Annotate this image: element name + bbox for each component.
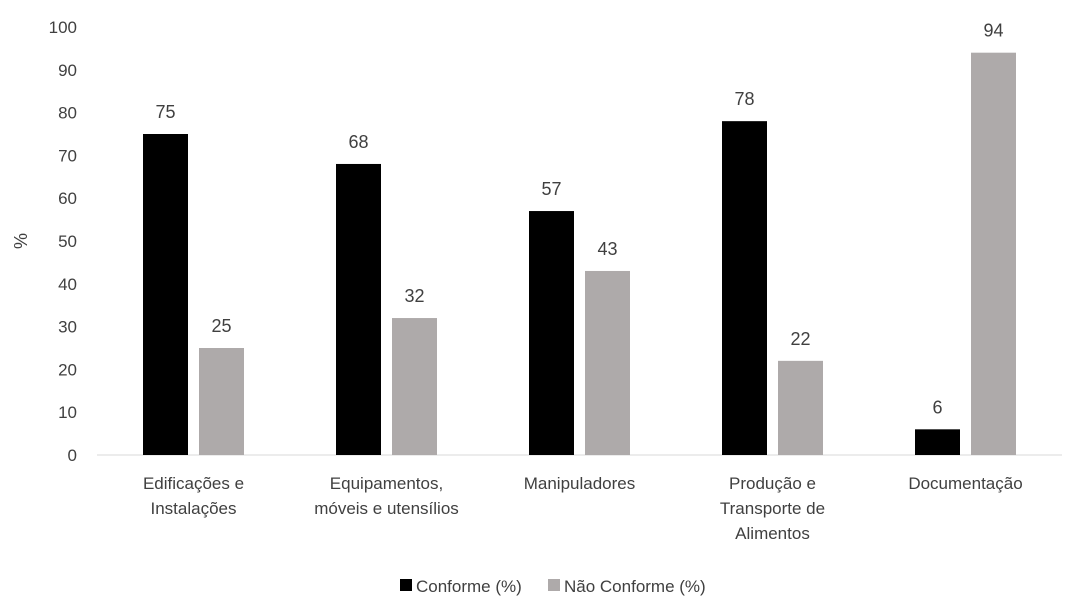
y-axis-ticks: 0 10 20 30 40 50 60 70 80 90 100 [49,18,77,465]
bar [529,211,574,455]
legend-label: Conforme (%) [416,577,522,596]
data-label: 6 [932,397,942,417]
y-tick-label: 10 [58,403,77,422]
bar [915,429,960,455]
category-label: Produção e [729,474,816,493]
data-label: 68 [348,132,368,152]
y-tick-label: 100 [49,18,77,37]
bar [199,348,244,455]
bar [971,52,1016,456]
category-labels-group: Edificações e Instalações Equipamentos, móv… [143,474,1023,543]
category-label: móveis e utensílios [314,499,459,518]
category-label: Equipamentos, [330,474,443,493]
bar [392,318,437,455]
category-label: Manipuladores [524,474,636,493]
category-label: Instalações [151,499,237,518]
category-label: Documentação [908,474,1022,493]
data-label: 57 [541,179,561,199]
legend: Conforme (%) Não Conforme (%) [400,577,706,596]
bar [585,270,630,455]
data-label: 43 [597,239,617,259]
y-tick-label: 50 [58,232,77,251]
category-label: Alimentos [735,524,810,543]
bar [143,134,188,455]
legend-swatch [548,579,560,591]
data-label: 25 [211,316,231,336]
y-tick-label: 20 [58,360,77,379]
bars-group [143,52,1016,456]
legend-label: Não Conforme (%) [564,577,706,596]
category-label: Transporte de [720,499,825,518]
y-tick-label: 30 [58,318,77,337]
legend-swatch [400,579,412,591]
y-axis-title: % [11,233,31,249]
data-label: 94 [983,21,1003,41]
data-label: 75 [155,102,175,122]
category-label: Edificações e [143,474,244,493]
bar [336,163,381,455]
y-tick-label: 70 [58,146,77,165]
y-tick-label: 40 [58,275,77,294]
data-label: 32 [404,286,424,306]
y-tick-label: 60 [58,189,77,208]
data-labels-group: 75 25 68 32 57 43 78 22 6 94 [155,21,1003,418]
data-label: 78 [734,89,754,109]
y-tick-label: 90 [58,61,77,80]
bar [722,121,767,455]
bar [778,360,823,455]
data-label: 22 [790,329,810,349]
y-tick-label: 80 [58,104,77,123]
y-tick-label: 0 [68,446,77,465]
